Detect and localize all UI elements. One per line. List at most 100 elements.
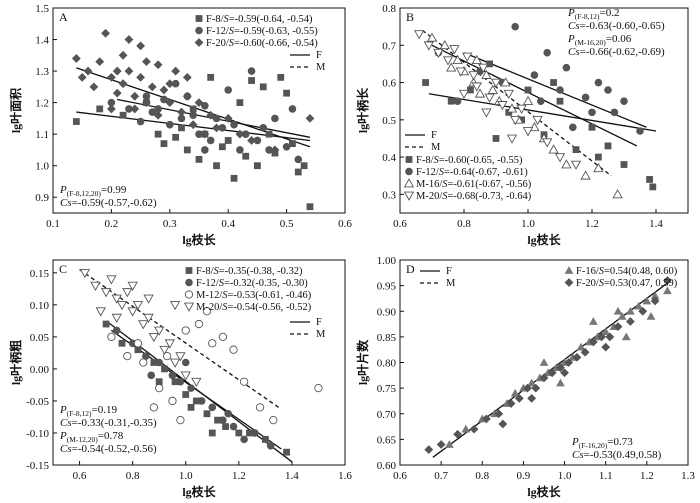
- legend-marker: [195, 26, 203, 35]
- data-point: [116, 300, 128, 311]
- data-point: [219, 416, 227, 424]
- data-point: [613, 322, 623, 332]
- panel-letter: D: [406, 262, 415, 276]
- y-tick-label: 0.7: [382, 40, 396, 52]
- fit-line: [428, 93, 657, 132]
- data-point: [294, 155, 303, 164]
- y-tick-label: -0.10: [26, 428, 49, 440]
- data-point: [524, 86, 532, 94]
- data-point: [153, 60, 163, 70]
- x-tick-label: 1.4: [285, 470, 299, 482]
- data-point: [224, 137, 232, 144]
- data-point: [547, 368, 557, 378]
- cs-value: Cs=-0.59(-0.57,-0.62): [60, 197, 157, 209]
- data-point: [494, 409, 504, 419]
- data-point: [107, 72, 116, 82]
- data-point: [207, 73, 215, 81]
- data-point: [542, 138, 553, 148]
- y-tick-label: -0.15: [26, 460, 49, 472]
- data-point: [522, 127, 534, 137]
- data-point: [433, 48, 444, 59]
- data-point: [482, 414, 491, 424]
- data-point: [149, 403, 159, 412]
- data-point: [159, 85, 169, 95]
- data-point: [111, 313, 122, 323]
- data-point: [576, 342, 586, 351]
- y-tick-label: 0.95: [377, 281, 397, 293]
- y-tick-label: 0.70: [377, 409, 397, 421]
- legend-entry: M-20/S=-0.54(-0.56, -0.52): [196, 302, 312, 313]
- data-point: [122, 288, 133, 298]
- y-tick-label: 0.05: [30, 332, 50, 344]
- data-point: [148, 108, 157, 116]
- data-point: [447, 97, 455, 105]
- data-point: [588, 337, 598, 347]
- data-point: [118, 50, 128, 60]
- fit-line: [422, 29, 612, 177]
- data-point: [467, 86, 474, 94]
- data-point: [543, 48, 551, 57]
- data-point: [150, 359, 158, 366]
- plot-frame: [52, 7, 346, 214]
- data-point: [189, 105, 197, 113]
- data-point: [556, 363, 565, 373]
- data-point: [516, 104, 527, 114]
- line-legend-label: F: [316, 317, 322, 328]
- data-point: [107, 104, 116, 114]
- y-tick-label: 0.60: [377, 460, 397, 472]
- x-tick-label: 0.9: [517, 470, 531, 482]
- data-point: [282, 142, 291, 151]
- data-point: [506, 134, 518, 144]
- data-point: [132, 300, 144, 311]
- data-point: [588, 123, 596, 131]
- data-point: [604, 86, 612, 94]
- data-point: [195, 130, 203, 138]
- data-point: [261, 435, 269, 443]
- data-point: [187, 384, 195, 392]
- data-point: [188, 120, 198, 130]
- data-point: [142, 92, 151, 101]
- y-axis-label: lg叶面积: [8, 88, 23, 133]
- line-legend-label: M: [316, 62, 326, 73]
- data-point: [133, 339, 143, 348]
- data-point: [177, 114, 186, 123]
- y-tick-label: 0.9: [35, 192, 49, 204]
- data-point: [136, 72, 145, 82]
- legend: F-8/S=-0.35(-0.38, -0.32)F-12/S=-0.32(-0…: [183, 266, 326, 340]
- data-point: [481, 108, 492, 118]
- data-point: [560, 368, 569, 378]
- data-point: [130, 104, 140, 114]
- legend-entry: F-8/S=-0.59(-0.64, -0.54): [206, 14, 313, 25]
- x-axis-label: lg枝长: [527, 484, 561, 499]
- legend-marker: [195, 15, 203, 22]
- data-point: [195, 155, 203, 163]
- data-point: [601, 327, 611, 336]
- data-point: [169, 358, 181, 368]
- data-point: [154, 130, 162, 138]
- x-tick-label: 1.6: [338, 470, 352, 482]
- data-point: [414, 30, 425, 40]
- series-f-12: [434, 22, 644, 135]
- data-point: [492, 135, 500, 142]
- data-point: [595, 153, 602, 161]
- x-tick-label: 1.0: [179, 470, 193, 482]
- data-point: [259, 83, 267, 91]
- data-point: [514, 393, 524, 403]
- data-point: [236, 146, 244, 154]
- data-point: [101, 28, 110, 38]
- data-point: [612, 189, 623, 199]
- line-legend-label: F: [431, 130, 437, 141]
- y-tick-label: 1.1: [35, 129, 49, 141]
- data-point: [77, 72, 87, 82]
- data-point: [178, 124, 185, 132]
- data-point: [79, 268, 91, 279]
- data-point: [147, 82, 157, 92]
- series-m-20: [414, 30, 582, 170]
- data-point: [306, 203, 314, 211]
- x-tick-label: 1.0: [558, 470, 572, 482]
- data-point: [142, 57, 151, 67]
- data-point: [422, 79, 429, 86]
- data-point: [453, 97, 462, 105]
- series-f-20: [424, 276, 672, 455]
- data-point: [605, 332, 615, 342]
